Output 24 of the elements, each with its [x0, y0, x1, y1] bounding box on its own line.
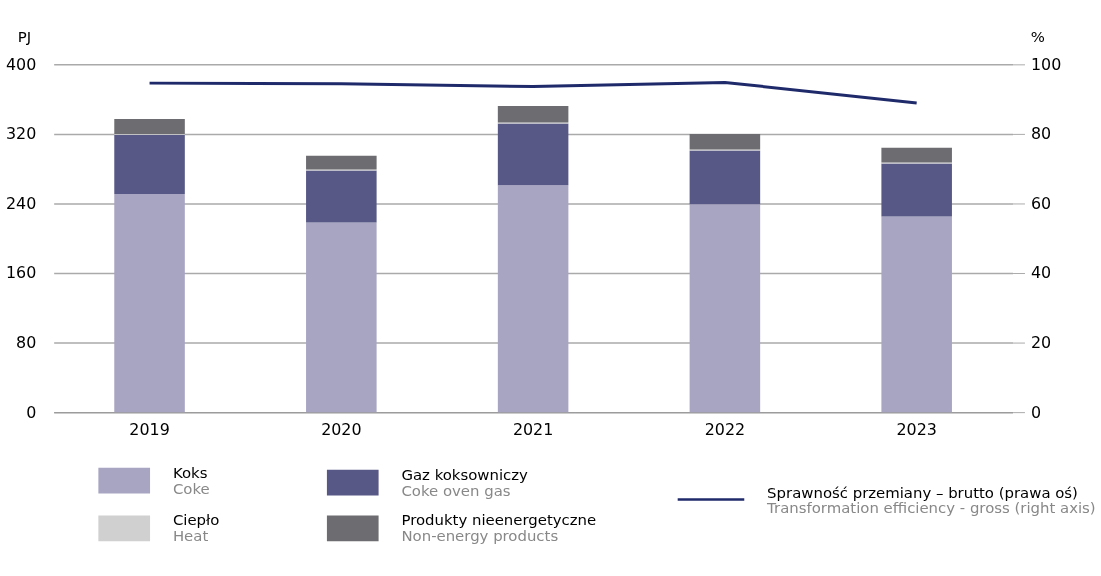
y-tick-label: 160	[5, 263, 37, 283]
y2-tick-label: 20	[1030, 333, 1052, 353]
y2-tick-label: 40	[1030, 263, 1052, 283]
y-tick-label: 240	[5, 193, 37, 213]
y-tick-label: 320	[5, 124, 37, 144]
y2-tick-label: 80	[1030, 124, 1052, 144]
y2-tick-label: 60	[1030, 193, 1052, 213]
legend-label: Gaz koksowniczy Coke oven gas	[401, 465, 529, 500]
y2-tick-label: 100	[1030, 54, 1062, 74]
x-tick-label: 2020	[321, 420, 362, 440]
y-axis-title: PJ	[17, 27, 32, 46]
y-tick-label: 0	[26, 402, 37, 422]
legend-label: Sprawność przemiany – brutto (prawa oś) Transformation efficiency - gross (right axis)	[766, 483, 1096, 518]
y2-tick-label: 0	[1030, 402, 1042, 422]
y2-axis-title: %	[1030, 27, 1045, 46]
x-tick-label: 2022	[704, 420, 746, 440]
legend-label: Produkty nieenergetyczne Non-energy products	[401, 511, 597, 546]
x-tick-label: 2021	[512, 420, 554, 440]
x-tick-label: 2019	[129, 420, 170, 440]
x-tick-label: 2023	[896, 420, 937, 440]
y-tick-label: 400	[5, 54, 37, 74]
legend-label: Ciepło Heat	[172, 511, 220, 546]
legend-label: Koks Coke	[172, 463, 210, 498]
y-tick-label: 80	[16, 333, 37, 353]
